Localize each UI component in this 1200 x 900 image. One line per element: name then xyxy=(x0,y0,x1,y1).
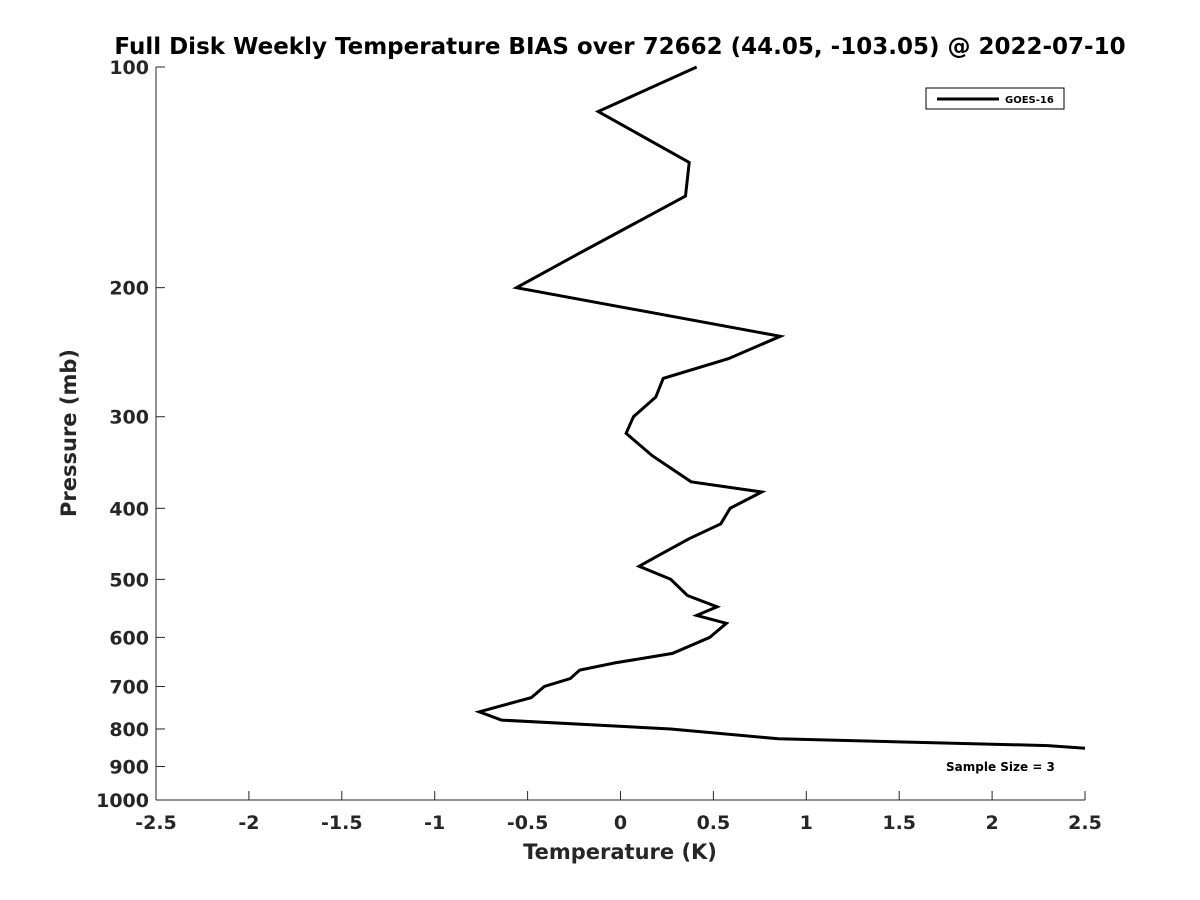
x-axis-label: Temperature (K) xyxy=(523,840,717,864)
x-tick-label: 0.5 xyxy=(697,812,731,834)
y-tick-label: 300 xyxy=(109,407,149,429)
y-tick-label: 900 xyxy=(109,756,149,778)
x-tick-label: 0 xyxy=(614,812,627,834)
y-tick-label: 1000 xyxy=(96,790,149,812)
x-tick-label: -0.5 xyxy=(507,812,549,834)
y-tick-label: 700 xyxy=(109,676,149,698)
series-line-goes-16 xyxy=(474,65,1086,750)
series-layer xyxy=(474,65,1086,750)
x-tick-label: -1 xyxy=(424,812,445,834)
y-tick-label: 600 xyxy=(109,627,149,649)
plot-area xyxy=(156,67,1085,800)
x-tick-label: 1 xyxy=(800,812,813,834)
y-tick-label: 200 xyxy=(109,278,149,300)
x-tick-label: 2.5 xyxy=(1068,812,1102,834)
x-tick-label: -1.5 xyxy=(321,812,363,834)
y-axis: 100 200 300 400 500 600 700 800 900 1000 xyxy=(96,57,165,812)
y-tick-label: 400 xyxy=(109,498,149,520)
x-tick-label: 1.5 xyxy=(882,812,916,834)
chart-title: Full Disk Weekly Temperature BIAS over 7… xyxy=(114,34,1125,60)
sample-size-annotation: Sample Size = 3 xyxy=(946,760,1055,774)
x-tick-label: 2 xyxy=(985,812,998,834)
legend: GOES-16 xyxy=(925,87,1065,110)
x-axis: -2.5 -2 -1.5 -1 -0.5 0 0.5 1 1.5 2 2.5 xyxy=(135,791,1102,834)
y-tick-label: 100 xyxy=(109,57,149,79)
y-tick-label: 800 xyxy=(109,719,149,741)
legend-label: GOES-16 xyxy=(1005,95,1054,106)
y-tick-label: 500 xyxy=(109,569,149,591)
x-tick-label: -2.5 xyxy=(135,812,177,834)
x-tick-label: -2 xyxy=(238,812,259,834)
y-axis-label: Pressure (mb) xyxy=(57,349,81,517)
